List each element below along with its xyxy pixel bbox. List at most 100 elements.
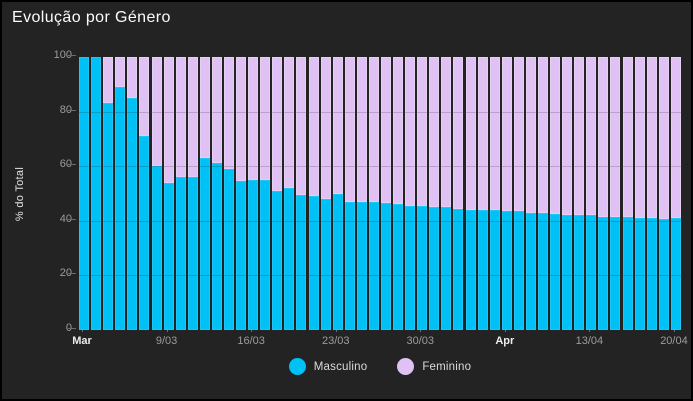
bar-12/03[interactable] xyxy=(199,57,211,330)
bar-segment-masculino[interactable] xyxy=(187,177,198,330)
bar-segment-masculino[interactable] xyxy=(296,194,307,330)
bar-3/04[interactable] xyxy=(465,57,477,330)
bar-segment-feminino[interactable] xyxy=(489,57,500,210)
bar-segment-feminino[interactable] xyxy=(441,57,452,208)
bar-segment-masculino[interactable] xyxy=(598,216,609,330)
bar-segment-feminino[interactable] xyxy=(586,57,597,216)
bar-segment-masculino[interactable] xyxy=(670,218,681,330)
bar-11/04[interactable] xyxy=(561,57,573,330)
bar-segment-masculino[interactable] xyxy=(574,215,585,330)
bar-19/04[interactable] xyxy=(658,57,670,330)
bar-5/03[interactable] xyxy=(114,57,126,330)
bar-4/03[interactable] xyxy=(102,57,114,330)
bar-segment-masculino[interactable] xyxy=(260,179,271,330)
bar-5/04[interactable] xyxy=(489,57,501,330)
bar-segment-masculino[interactable] xyxy=(405,205,416,330)
bar-segment-feminino[interactable] xyxy=(501,57,512,212)
bar-segment-feminino[interactable] xyxy=(610,57,621,217)
bar-14/04[interactable] xyxy=(597,57,609,330)
bar-segment-masculino[interactable] xyxy=(223,168,234,330)
bar-segment-masculino[interactable] xyxy=(344,201,355,330)
bar-13/04[interactable] xyxy=(585,57,597,330)
bar-segment-masculino[interactable] xyxy=(562,215,573,330)
bar-segment-feminino[interactable] xyxy=(139,57,150,137)
bar-segment-masculino[interactable] xyxy=(501,211,512,330)
bar-segment-masculino[interactable] xyxy=(489,209,500,330)
bar-18/04[interactable] xyxy=(646,57,658,330)
bar-segment-feminino[interactable] xyxy=(115,57,126,88)
bar-segment-feminino[interactable] xyxy=(634,57,645,219)
bar-segment-masculino[interactable] xyxy=(586,215,597,330)
bar-segment-feminino[interactable] xyxy=(187,57,198,178)
bar-segment-masculino[interactable] xyxy=(284,188,295,330)
bar-segment-masculino[interactable] xyxy=(79,57,90,330)
bar-segment-feminino[interactable] xyxy=(525,57,536,213)
bar-segment-feminino[interactable] xyxy=(453,57,464,209)
bar-17/04[interactable] xyxy=(634,57,646,330)
bar-segment-masculino[interactable] xyxy=(211,163,222,330)
bar-segment-masculino[interactable] xyxy=(199,158,210,330)
bar-16/03[interactable] xyxy=(247,57,259,330)
bar-30/03[interactable] xyxy=(416,57,428,330)
bar-segment-masculino[interactable] xyxy=(139,136,150,330)
bar-20/04[interactable] xyxy=(670,57,682,330)
bar-segment-masculino[interactable] xyxy=(441,207,452,330)
bar-segment-feminino[interactable] xyxy=(151,57,162,167)
bar-17/03[interactable] xyxy=(259,57,271,330)
bar-8/03[interactable] xyxy=(150,57,162,330)
bar-segment-masculino[interactable] xyxy=(477,209,488,330)
bar-segment-masculino[interactable] xyxy=(103,103,114,330)
bar-segment-masculino[interactable] xyxy=(393,204,404,330)
bar-26/03[interactable] xyxy=(368,57,380,330)
bar-9/03[interactable] xyxy=(163,57,175,330)
bar-segment-feminino[interactable] xyxy=(658,57,669,220)
bar-segment-masculino[interactable] xyxy=(380,203,391,330)
bar-segment-feminino[interactable] xyxy=(272,57,283,191)
bar-segment-feminino[interactable] xyxy=(646,57,657,219)
bar-segment-masculino[interactable] xyxy=(332,193,343,330)
bar-19/03[interactable] xyxy=(283,57,295,330)
bar-segment-feminino[interactable] xyxy=(622,57,633,217)
bar-segment-masculino[interactable] xyxy=(308,196,319,330)
bar-segment-feminino[interactable] xyxy=(429,57,440,208)
bar-28/03[interactable] xyxy=(392,57,404,330)
legend-item-masculino[interactable]: Masculino xyxy=(288,358,368,375)
bar-segment-feminino[interactable] xyxy=(248,57,259,180)
bar-segment-feminino[interactable] xyxy=(344,57,355,202)
bar-segment-feminino[interactable] xyxy=(356,57,367,202)
bar-2/03[interactable] xyxy=(78,57,90,330)
bar-segment-feminino[interactable] xyxy=(477,57,488,210)
bar-segment-masculino[interactable] xyxy=(453,208,464,330)
bar-3/03[interactable] xyxy=(90,57,102,330)
bar-segment-feminino[interactable] xyxy=(598,57,609,217)
bar-8/04[interactable] xyxy=(525,57,537,330)
bar-segment-masculino[interactable] xyxy=(272,190,283,330)
bar-segment-feminino[interactable] xyxy=(368,57,379,202)
bar-segment-feminino[interactable] xyxy=(550,57,561,214)
bar-10/03[interactable] xyxy=(175,57,187,330)
bar-segment-feminino[interactable] xyxy=(574,57,585,216)
bar-24/03[interactable] xyxy=(344,57,356,330)
bar-2/04[interactable] xyxy=(452,57,464,330)
bar-6/03[interactable] xyxy=(126,57,138,330)
bar-6/04[interactable] xyxy=(501,57,513,330)
bar-segment-feminino[interactable] xyxy=(199,57,210,159)
bar-segment-masculino[interactable] xyxy=(151,166,162,330)
bar-segment-feminino[interactable] xyxy=(175,57,186,178)
bar-segment-feminino[interactable] xyxy=(405,57,416,206)
bar-1/04[interactable] xyxy=(440,57,452,330)
bar-segment-feminino[interactable] xyxy=(103,57,114,104)
bar-29/03[interactable] xyxy=(404,57,416,330)
bar-segment-masculino[interactable] xyxy=(513,211,524,330)
bar-segment-feminino[interactable] xyxy=(670,57,681,219)
bar-13/03[interactable] xyxy=(211,57,223,330)
bar-15/03[interactable] xyxy=(235,57,247,330)
bar-segment-masculino[interactable] xyxy=(236,181,247,330)
bar-21/03[interactable] xyxy=(307,57,319,330)
bar-10/04[interactable] xyxy=(549,57,561,330)
bar-segment-masculino[interactable] xyxy=(356,201,367,330)
bar-segment-masculino[interactable] xyxy=(368,201,379,330)
bar-11/03[interactable] xyxy=(187,57,199,330)
bar-20/03[interactable] xyxy=(295,57,307,330)
bar-31/03[interactable] xyxy=(428,57,440,330)
